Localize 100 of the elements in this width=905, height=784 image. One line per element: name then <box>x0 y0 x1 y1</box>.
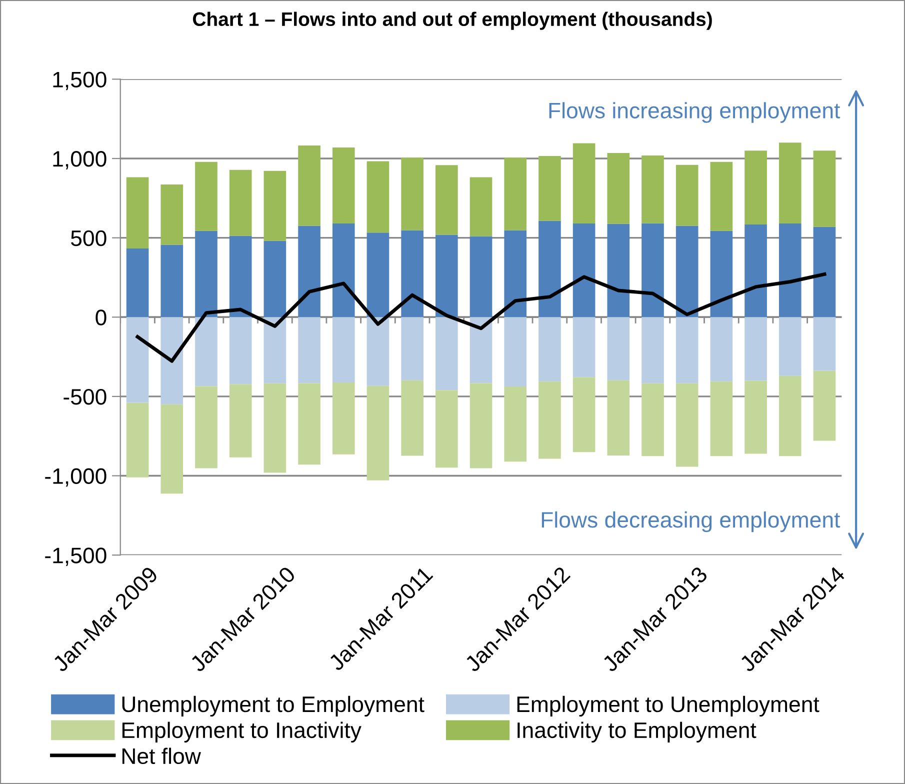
bar <box>676 226 698 318</box>
bar <box>813 370 836 441</box>
bar <box>401 230 424 318</box>
y-tick-label: 1,500 <box>53 72 106 90</box>
bar <box>744 150 767 224</box>
bar <box>126 402 149 478</box>
bar <box>504 158 527 230</box>
bar <box>778 376 802 456</box>
bar <box>195 317 218 386</box>
bar <box>642 317 664 384</box>
bar <box>504 230 527 318</box>
annotation: Flows decreasing employment <box>542 511 840 532</box>
bar <box>126 177 149 248</box>
chart-title: Chart 1 – Flows into and out of employment (thousands) <box>192 12 712 30</box>
bar <box>710 317 733 382</box>
bar <box>229 236 252 318</box>
bar <box>572 377 596 452</box>
bar <box>538 220 561 318</box>
bar <box>607 224 630 318</box>
bar <box>298 145 320 226</box>
bar <box>504 317 527 386</box>
bar <box>710 230 733 318</box>
y-tick-label: -1,500 <box>45 548 106 566</box>
bar <box>229 317 252 384</box>
bar <box>366 232 390 318</box>
legend-label: Employment to Inactivity <box>122 722 362 742</box>
bar <box>229 170 252 236</box>
bar <box>607 380 630 456</box>
bar <box>572 224 596 318</box>
bar <box>436 165 458 235</box>
bar <box>332 148 355 224</box>
bar <box>298 226 320 318</box>
bar <box>366 317 390 386</box>
bar <box>572 143 596 224</box>
legend-label: Net flow <box>122 748 201 764</box>
bar <box>160 317 184 404</box>
annotation: Flows increasing employment <box>549 102 840 123</box>
bar <box>436 234 458 318</box>
bar <box>332 382 355 454</box>
bar <box>642 223 664 318</box>
bar <box>264 170 286 241</box>
bar <box>504 386 527 462</box>
bar <box>778 317 802 376</box>
bar <box>538 156 561 221</box>
bar <box>470 177 492 236</box>
y-tick-label: 500 <box>70 230 106 246</box>
bar <box>744 317 767 381</box>
bar <box>538 381 561 459</box>
y-tick-label: 0 <box>96 310 106 326</box>
bar <box>436 317 458 390</box>
bar <box>401 317 424 380</box>
bar <box>470 383 492 468</box>
bar <box>229 384 252 458</box>
bar <box>813 317 836 371</box>
legend-label: Employment to Unemployment <box>517 696 820 717</box>
y-tick-label: -500 <box>64 388 106 405</box>
y-tick-label: 1,000 <box>53 151 106 170</box>
bar <box>813 150 836 227</box>
bar <box>436 390 458 468</box>
bar <box>676 164 698 226</box>
bar <box>470 317 492 384</box>
legend-label: Inactivity to Employment <box>518 722 756 742</box>
bar <box>195 230 218 318</box>
bar <box>813 226 836 318</box>
bar <box>778 142 802 224</box>
bar <box>126 248 149 318</box>
bar <box>366 386 390 480</box>
bar <box>744 224 767 318</box>
y-tick-label: -1,000 <box>45 468 106 487</box>
bar <box>401 380 424 456</box>
bar <box>160 244 184 318</box>
bar <box>710 162 733 231</box>
bar <box>195 386 218 468</box>
bar <box>160 184 184 245</box>
bar <box>332 224 355 318</box>
bar <box>298 317 320 384</box>
bar <box>607 152 630 224</box>
bar <box>744 380 767 454</box>
bar <box>642 155 664 224</box>
bar <box>264 240 286 318</box>
bar <box>332 317 355 382</box>
bar <box>401 158 424 230</box>
bar <box>607 317 630 380</box>
line-series <box>136 272 826 363</box>
bar <box>160 404 184 494</box>
bar <box>642 383 664 456</box>
bar <box>676 317 698 384</box>
bar <box>126 317 149 403</box>
bar <box>195 162 218 231</box>
legend-label: Unemployment to Employment <box>122 696 424 717</box>
bar <box>710 381 733 456</box>
bar <box>298 383 320 465</box>
bar <box>264 317 286 384</box>
bar <box>264 383 286 473</box>
bar <box>470 236 492 318</box>
bar <box>538 317 561 382</box>
bar <box>572 317 596 378</box>
bar <box>366 161 390 233</box>
bar <box>676 383 698 467</box>
bar <box>778 224 802 318</box>
